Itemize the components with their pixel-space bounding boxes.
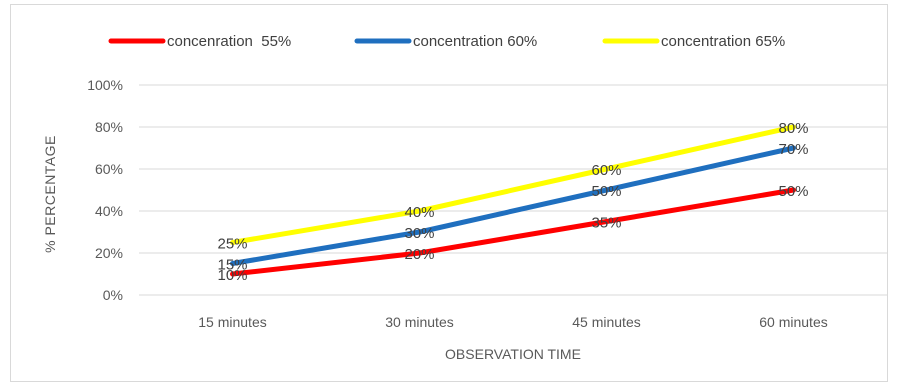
series-lines: [230, 124, 796, 277]
legend: concenration 55% concentration 60% concent…: [108, 33, 785, 50]
x-tick-label: 45 minutes: [572, 314, 640, 330]
y-tick-label: 20%: [95, 245, 123, 261]
y-tick-label: 40%: [95, 203, 123, 219]
legend-label: concentration 65%: [661, 33, 785, 50]
data-label: 60%: [591, 162, 621, 179]
x-axis-title: OBSERVATION TIME: [445, 346, 581, 362]
data-label: 15%: [217, 257, 247, 274]
data-label: 25%: [217, 236, 247, 253]
x-tick-label: 15 minutes: [198, 314, 266, 330]
data-label: 20%: [404, 246, 434, 263]
y-tick-label: 80%: [95, 119, 123, 135]
legend-label: concenration 55%: [167, 33, 291, 50]
data-label: 30%: [404, 225, 434, 242]
series-line: [230, 124, 796, 245]
y-axis-title: % PERCENTAGE: [42, 135, 58, 253]
y-tick-label: 60%: [95, 161, 123, 177]
x-tick-label: 60 minutes: [759, 314, 827, 330]
series-line: [230, 145, 796, 266]
x-axis: 15 minutes 30 minutes 45 minutes 60 minutes: [198, 314, 827, 330]
line-chart: concenration 55% concentration 60% concent…: [42, 33, 887, 362]
data-label: 35%: [591, 215, 621, 232]
chart-frame: concenration 55% concentration 60% concent…: [10, 4, 888, 382]
legend-label: concentration 60%: [413, 33, 537, 50]
data-label: 70%: [778, 141, 808, 158]
data-label: 50%: [778, 183, 808, 200]
x-tick-label: 30 minutes: [385, 314, 453, 330]
y-axis: 0% 20% 40% 60% 80% 100%: [87, 77, 123, 303]
data-labels: 10% 20% 35% 50% 15% 30% 50% 70% 25% 40% 60% 80%: [217, 120, 808, 284]
data-label: 80%: [778, 120, 808, 137]
y-tick-label: 100%: [87, 77, 123, 93]
data-label: 10%: [217, 267, 247, 284]
series-line: [230, 187, 796, 277]
data-label: 40%: [404, 204, 434, 221]
data-label: 50%: [591, 183, 621, 200]
y-tick-label: 0%: [103, 287, 123, 303]
